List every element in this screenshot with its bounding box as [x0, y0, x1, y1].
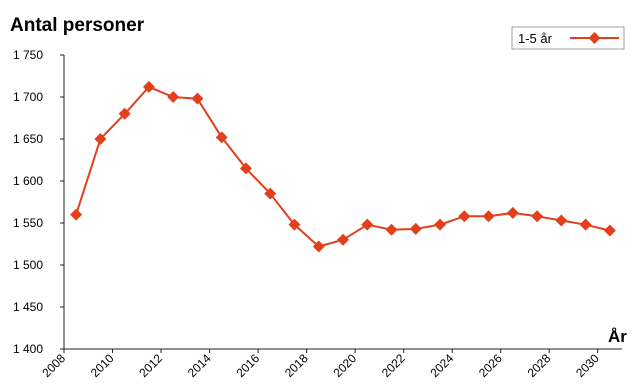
data-point-marker — [482, 210, 495, 223]
legend-marker-swatch — [588, 32, 601, 44]
x-tick-label: 2026 — [476, 351, 505, 380]
data-point-marker — [239, 162, 252, 175]
x-tick-label: 2012 — [136, 351, 165, 380]
x-tick-label: 2016 — [233, 351, 262, 380]
x-tick-label: 2018 — [282, 351, 311, 380]
legend: 1-5 år — [511, 26, 625, 50]
data-point-marker — [142, 80, 155, 93]
x-tick-label: 2008 — [39, 351, 68, 380]
data-point-marker — [506, 206, 519, 219]
y-tick-label: 1 400 — [13, 342, 43, 356]
legend-label: 1-5 år — [518, 31, 553, 46]
data-point-marker — [312, 240, 325, 253]
y-tick-label: 1 750 — [13, 48, 43, 62]
y-tick-label: 1 450 — [13, 300, 43, 314]
data-point-marker — [458, 210, 471, 223]
chart-title: Antal personer — [10, 15, 145, 36]
series-layer — [70, 80, 616, 253]
legend-box — [511, 26, 625, 50]
data-point-marker — [94, 133, 107, 145]
data-point-marker — [70, 208, 83, 221]
data-point-marker — [555, 214, 568, 227]
data-point-marker — [409, 222, 422, 235]
data-point-marker — [385, 223, 398, 236]
data-point-marker — [579, 218, 592, 231]
y-tick-label: 1 700 — [13, 90, 43, 104]
data-point-marker — [264, 187, 277, 200]
series-line — [75, 85, 611, 248]
data-point-marker — [191, 92, 204, 105]
y-tick-label: 1 550 — [13, 216, 43, 230]
x-axis-label: År — [608, 327, 627, 346]
y-tick-label: 1 600 — [13, 174, 43, 188]
x-tick-label: 2022 — [379, 351, 408, 380]
data-point-marker — [167, 91, 180, 103]
data-point-marker — [337, 233, 349, 246]
x-tick-label: 2030 — [573, 351, 602, 380]
x-tick-label: 2028 — [525, 351, 554, 380]
y-axis-ticks: 1 400 1 450 1 500 1 550 1 600 1 650 1 700 1 750 — [13, 48, 64, 356]
x-tick-label: 2020 — [330, 351, 359, 380]
y-tick-label: 1 650 — [13, 132, 43, 146]
data-point-marker — [603, 224, 616, 237]
x-tick-label: 2014 — [185, 351, 214, 380]
data-point-marker — [288, 218, 301, 231]
x-tick-label: 2010 — [88, 351, 117, 380]
data-point-marker — [215, 131, 228, 144]
data-point-marker — [361, 218, 374, 231]
x-axis-ticks: 2008 2010 2012 2014 2016 2018 2020 2022 2024 2026… — [39, 349, 602, 380]
data-point-marker — [434, 218, 447, 231]
y-tick-label: 1 500 — [13, 258, 43, 272]
data-point-marker — [118, 107, 131, 120]
data-point-marker — [531, 210, 544, 223]
x-tick-label: 2024 — [428, 351, 457, 380]
